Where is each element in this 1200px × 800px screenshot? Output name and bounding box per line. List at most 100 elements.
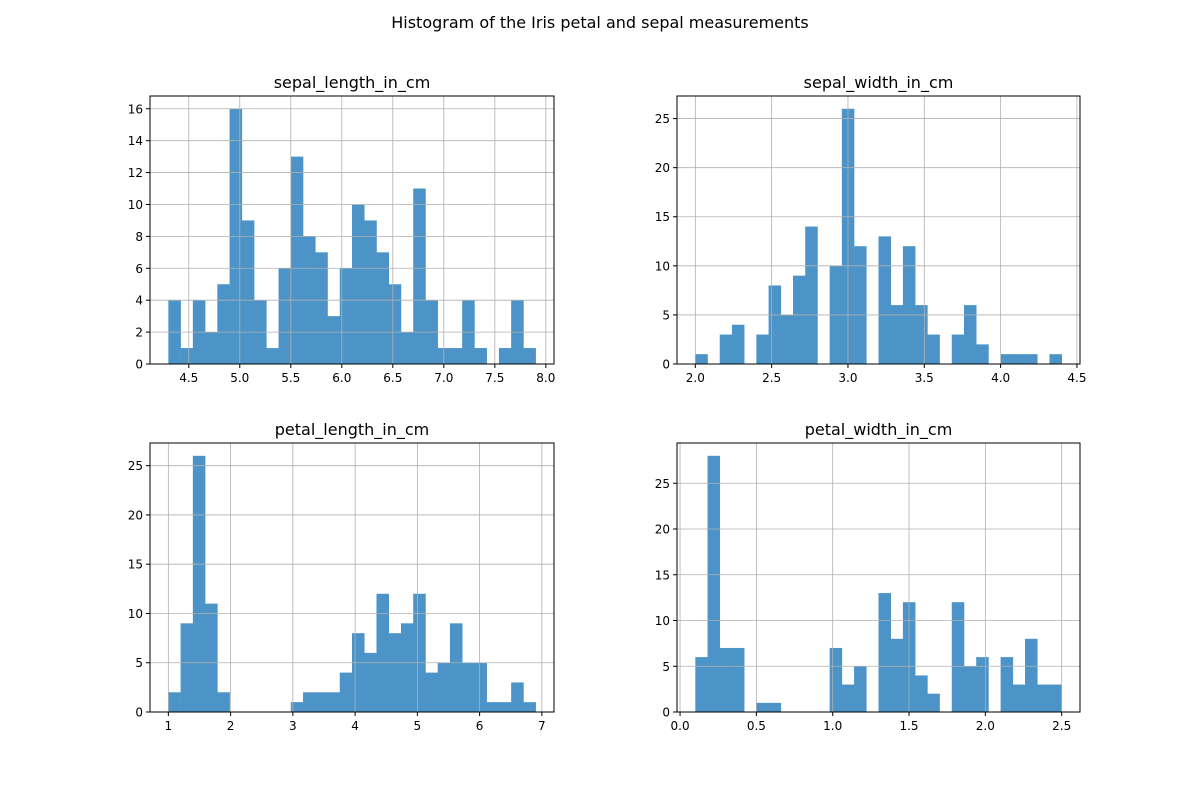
histogram-bar bbox=[303, 692, 316, 712]
histogram-bar bbox=[180, 623, 194, 712]
histogram-bar bbox=[793, 275, 806, 364]
y-tick-label: 25 bbox=[655, 477, 670, 491]
y-tick-label: 25 bbox=[655, 112, 670, 126]
histogram-bar bbox=[829, 647, 843, 712]
histogram-bar bbox=[951, 602, 965, 712]
histogram-bar bbox=[278, 268, 292, 364]
y-tick-label: 0 bbox=[135, 706, 143, 720]
x-tick-label: 1.5 bbox=[899, 719, 918, 733]
histogram-bar bbox=[511, 682, 524, 712]
histogram-bar bbox=[854, 246, 867, 364]
histogram-bar bbox=[1037, 684, 1050, 712]
y-tick-label: 5 bbox=[662, 660, 670, 674]
panel-title: sepal_length_in_cm bbox=[274, 73, 431, 93]
histogram-panel-3: 1 2 3 4 5 6 7 0 5 10 15 20 25 petal_length_in_cm bbox=[128, 420, 555, 733]
axes-frame bbox=[149, 442, 555, 713]
histogram-bar bbox=[437, 662, 451, 712]
histogram-bar bbox=[290, 156, 304, 364]
y-tick-label: 2 bbox=[135, 326, 143, 340]
x-tick-label: 5.0 bbox=[230, 371, 249, 385]
x-tick-label: 5.5 bbox=[281, 371, 300, 385]
x-tick-label: 4 bbox=[351, 719, 359, 733]
histogram-bar bbox=[719, 334, 733, 364]
histogram-bar bbox=[841, 684, 855, 712]
y-tick-label: 10 bbox=[128, 198, 143, 212]
histogram-bar bbox=[486, 702, 500, 712]
histogram-bar bbox=[878, 593, 892, 712]
histogram-bar bbox=[315, 692, 328, 712]
histogram-bar bbox=[388, 284, 402, 364]
y-tick-label: 15 bbox=[655, 210, 670, 224]
y-tick-label: 0 bbox=[662, 706, 670, 720]
y-tick-label: 5 bbox=[135, 656, 143, 670]
x-tick-label: 3.0 bbox=[838, 371, 857, 385]
y-tick-label: 4 bbox=[135, 294, 143, 308]
histogram-bar bbox=[976, 657, 989, 712]
y-tick-label: 20 bbox=[655, 161, 670, 175]
histogram-bar bbox=[339, 672, 353, 712]
histogram-bar bbox=[780, 314, 794, 364]
y-tick-label: 15 bbox=[655, 568, 670, 582]
axes-frame bbox=[676, 95, 1081, 365]
histogram-bar bbox=[290, 702, 304, 712]
histogram-bar bbox=[523, 348, 536, 364]
histogram-bar bbox=[327, 692, 341, 712]
histogram-bar bbox=[756, 702, 769, 712]
x-tick-label: 8.0 bbox=[536, 371, 555, 385]
y-tick-label: 6 bbox=[135, 262, 143, 276]
x-tick-label: 1 bbox=[165, 719, 173, 733]
histogram-bar bbox=[376, 593, 390, 712]
x-tick-label: 2.0 bbox=[686, 371, 705, 385]
x-tick-label: 2.5 bbox=[762, 371, 781, 385]
histogram-bar bbox=[890, 638, 904, 712]
histogram-bar bbox=[352, 633, 365, 712]
histogram-bar bbox=[756, 334, 769, 364]
histogram-panel-1: 4.5 5.0 5.5 6.0 6.5 7.0 7.5 8.0 0 2 4 6 8 10 12 14 16 sep… bbox=[128, 73, 556, 385]
x-tick-label: 5 bbox=[414, 719, 422, 733]
histogram-bar bbox=[339, 268, 353, 364]
histogram-bar bbox=[192, 455, 206, 712]
x-tick-label: 0.0 bbox=[671, 719, 690, 733]
histogram-bar bbox=[1000, 657, 1014, 712]
histogram-bar bbox=[315, 252, 328, 364]
histogram-bar bbox=[205, 332, 218, 364]
histogram-bar bbox=[474, 348, 487, 364]
y-tick-label: 12 bbox=[128, 166, 143, 180]
y-tick-label: 25 bbox=[128, 459, 143, 473]
histogram-bar bbox=[217, 692, 230, 712]
x-tick-label: 6.5 bbox=[383, 371, 402, 385]
histogram-bar bbox=[768, 285, 782, 364]
histogram-bar bbox=[707, 455, 721, 712]
y-tick-label: 14 bbox=[128, 134, 143, 148]
axes-frame bbox=[149, 95, 555, 365]
x-tick-label: 7 bbox=[538, 719, 546, 733]
x-tick-label: 7.5 bbox=[485, 371, 504, 385]
histogram-bar bbox=[963, 305, 977, 364]
histogram-bar bbox=[963, 666, 977, 712]
histogram-bar bbox=[731, 324, 745, 364]
histogram-bar bbox=[217, 284, 230, 364]
y-tick-label: 8 bbox=[135, 230, 143, 244]
x-tick-label: 2 bbox=[227, 719, 235, 733]
x-tick-label: 6 bbox=[476, 719, 484, 733]
histogram-bar bbox=[376, 252, 390, 364]
histogram-bar bbox=[449, 623, 463, 712]
y-tick-label: 20 bbox=[655, 523, 670, 537]
y-tick-label: 0 bbox=[135, 358, 143, 372]
histogram-bar bbox=[695, 354, 708, 364]
x-tick-label: 2.0 bbox=[976, 719, 995, 733]
histogram-bar bbox=[523, 702, 536, 712]
histogram-bar bbox=[413, 188, 426, 364]
x-tick-label: 2.5 bbox=[1052, 719, 1071, 733]
histogram-bar bbox=[352, 204, 365, 364]
histogram-bar bbox=[854, 666, 867, 712]
histogram-bar bbox=[1012, 684, 1026, 712]
histogram-bar bbox=[1000, 354, 1014, 364]
histogram-bar bbox=[915, 305, 928, 364]
histogram-bar bbox=[327, 316, 341, 364]
figure-title: Histogram of the Iris petal and sepal me… bbox=[391, 13, 809, 32]
histogram-bar bbox=[890, 305, 904, 364]
y-tick-label: 15 bbox=[128, 558, 143, 572]
histogram-bar bbox=[927, 693, 940, 712]
